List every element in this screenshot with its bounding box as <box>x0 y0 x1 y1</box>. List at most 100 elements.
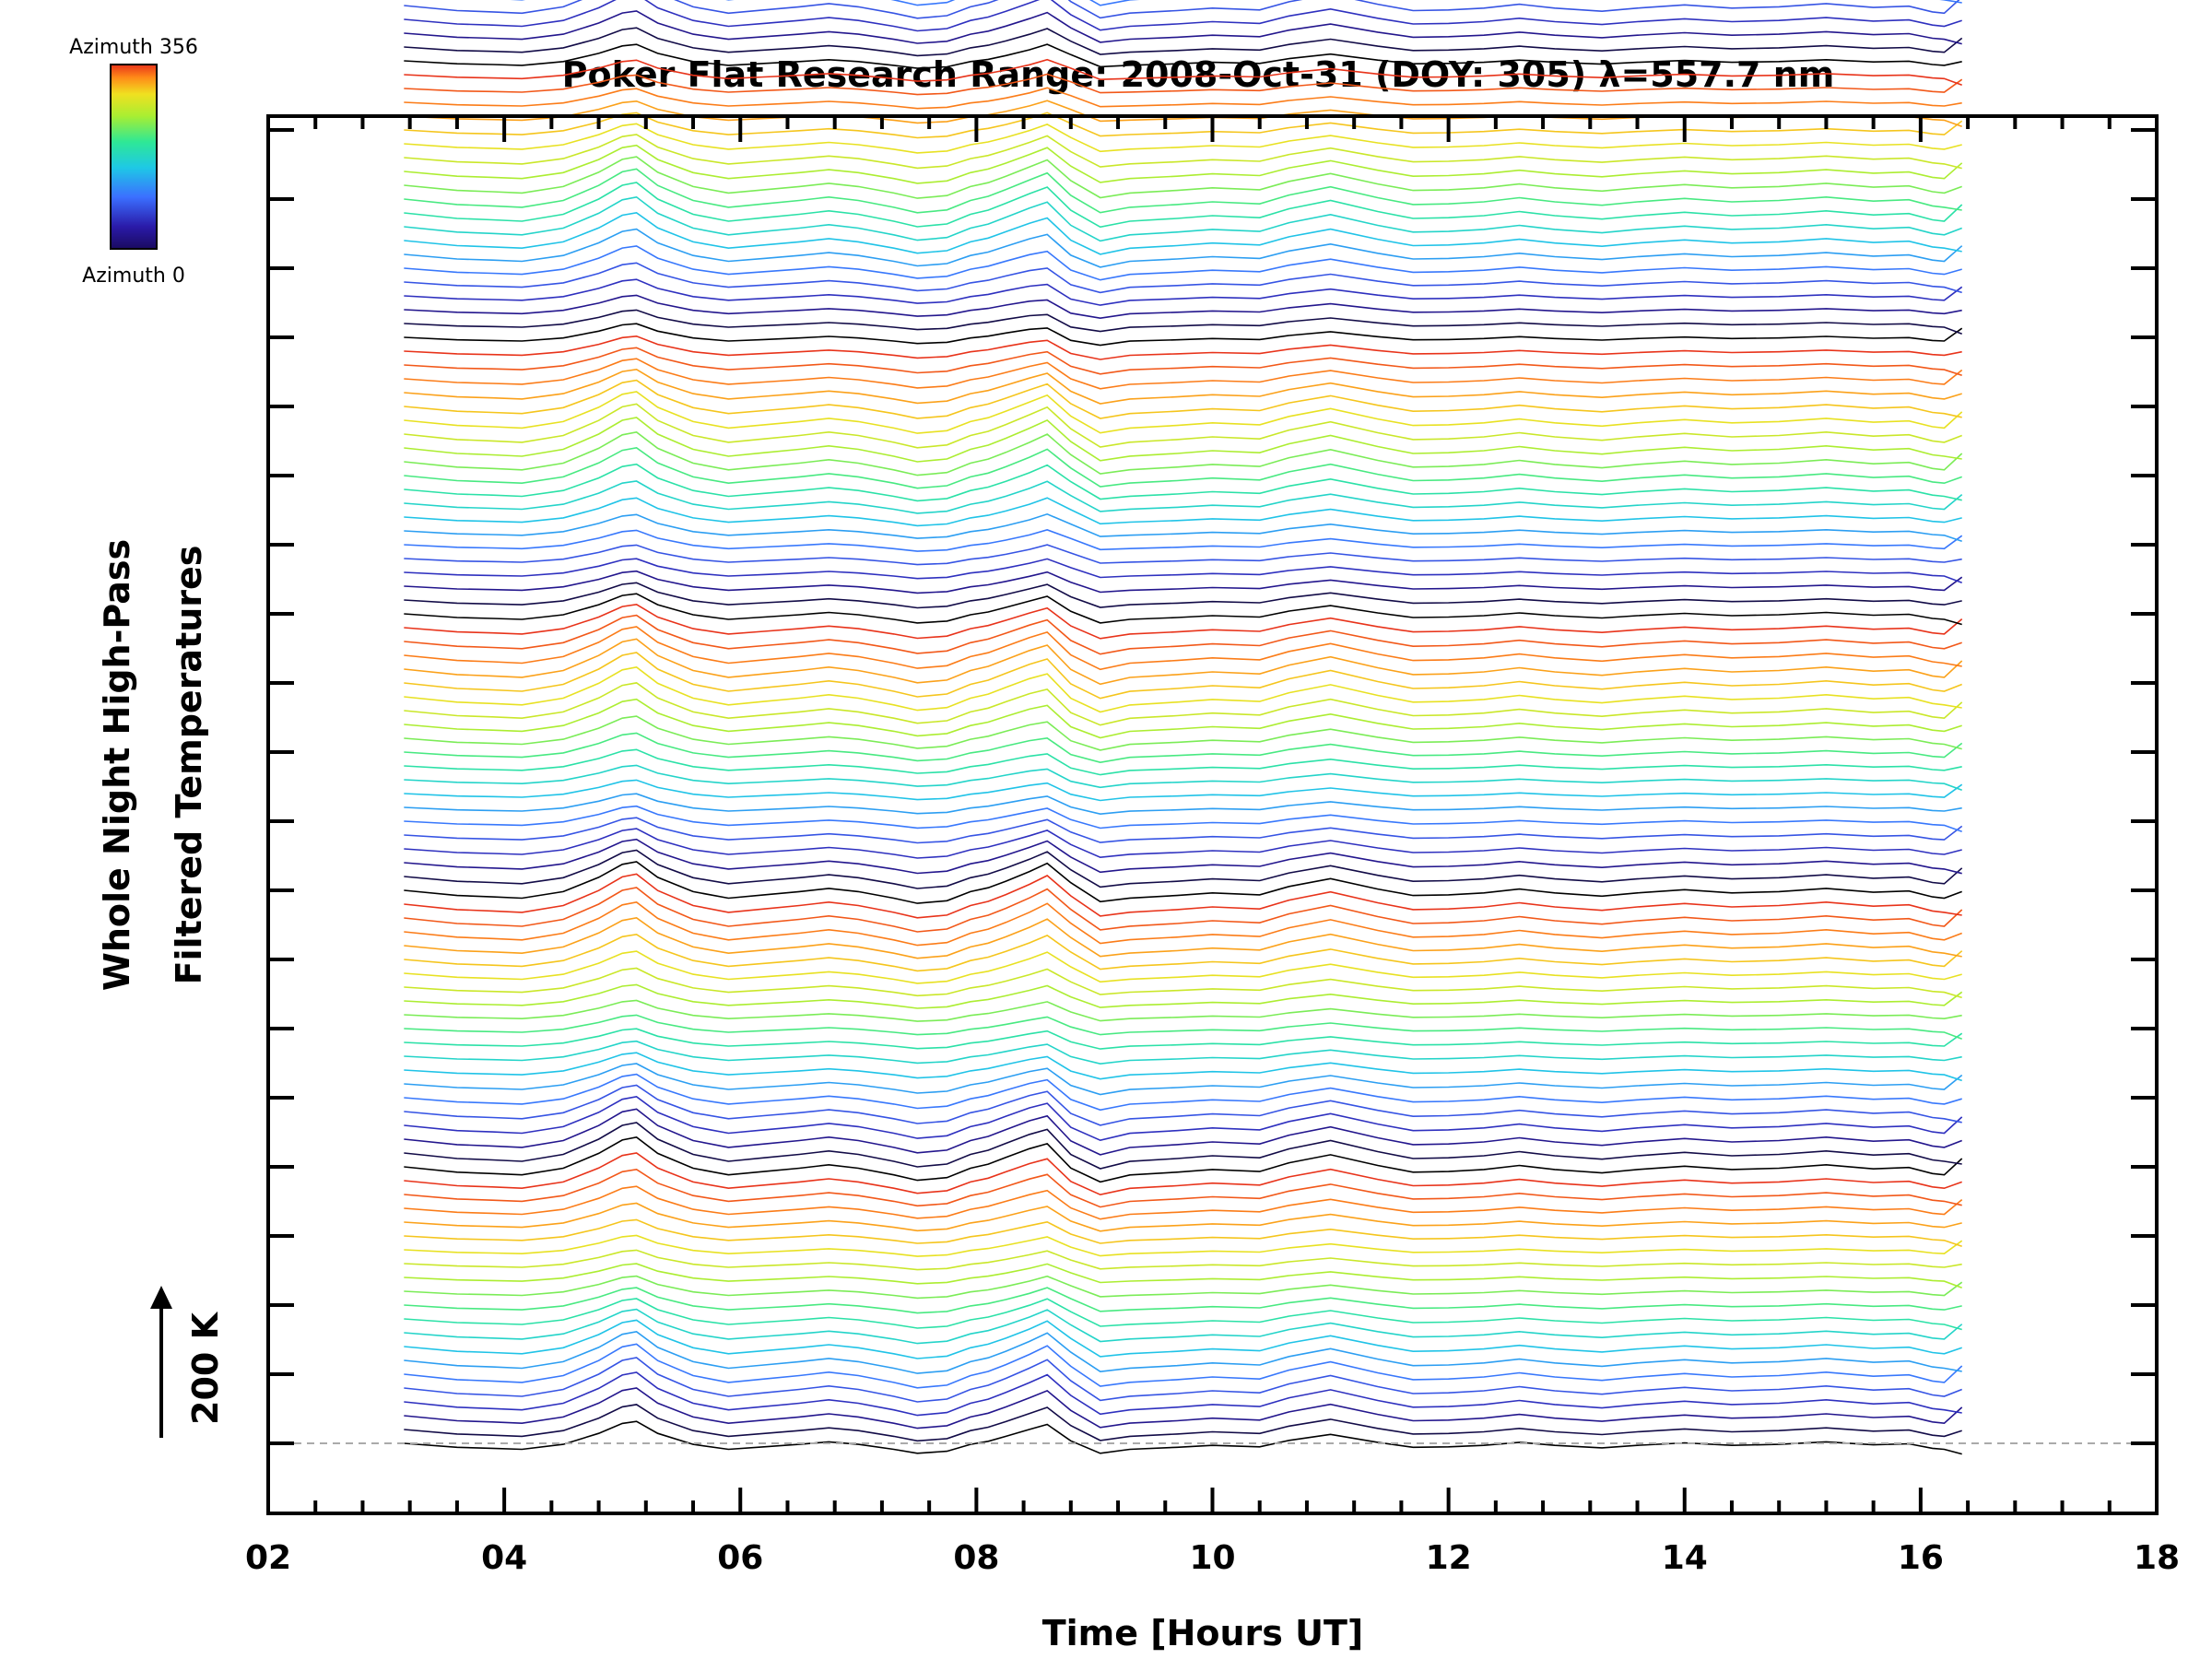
series-line <box>404 144 1963 184</box>
series-line <box>404 1063 1963 1096</box>
series-line <box>404 983 1963 1009</box>
x-axis-label: Time [Hours UT] <box>1042 1613 1364 1653</box>
series-line <box>404 1040 1962 1065</box>
series-line <box>404 1234 1963 1257</box>
series-line <box>404 764 1962 791</box>
series-line <box>404 1371 1962 1417</box>
series-line <box>404 1404 1962 1442</box>
x-tick-label: 02 <box>245 1539 291 1577</box>
series-line <box>404 1319 1962 1359</box>
series-line <box>404 861 1962 904</box>
series-line <box>404 446 1962 489</box>
series-line <box>404 1073 1962 1112</box>
series-line <box>404 1357 1962 1403</box>
series-line <box>404 887 1963 933</box>
series-lines <box>404 0 1963 1455</box>
series-line <box>404 1420 1962 1455</box>
y-axis-label-line2: Filtered Temperatures <box>169 546 209 985</box>
series-line <box>404 512 1962 543</box>
series-line <box>404 1028 1963 1050</box>
series-line <box>404 87 1962 110</box>
series-line <box>404 1275 1963 1300</box>
series-line <box>404 195 1962 242</box>
series-line <box>404 698 1962 739</box>
series-line <box>404 182 1963 229</box>
series-line <box>404 1168 1962 1208</box>
series-line <box>404 682 1963 726</box>
x-tick-label: 18 <box>2134 1539 2180 1577</box>
colorbar-top-label: Azimuth 356 <box>69 36 198 59</box>
series-line <box>404 480 1963 514</box>
series-line <box>404 1218 1962 1248</box>
series-line <box>404 1084 1962 1126</box>
scale-bar-label: 200 K <box>185 1311 226 1425</box>
series-line <box>404 228 1963 268</box>
series-line <box>404 347 1962 377</box>
colorbar-bottom-label: Azimuth 0 <box>82 265 185 288</box>
series-line <box>404 849 1963 889</box>
x-tick-label: 14 <box>1662 1539 1708 1577</box>
series-line <box>404 793 1962 816</box>
series-line <box>404 431 1963 477</box>
series-line <box>404 638 1963 686</box>
series-line <box>404 417 1962 463</box>
series-line <box>404 828 1962 859</box>
series-line <box>404 368 1962 405</box>
series-line <box>404 544 1962 566</box>
series-line <box>404 950 1962 984</box>
series-line <box>404 1202 1962 1232</box>
series-line <box>404 245 1962 281</box>
series-line <box>404 43 1962 69</box>
series-line <box>404 335 1962 360</box>
series-line <box>404 497 1962 527</box>
series-line <box>404 817 1963 844</box>
x-tick-label: 10 <box>1189 1539 1235 1577</box>
series-line <box>404 391 1963 434</box>
series-line <box>404 1108 1962 1156</box>
series-line <box>404 732 1963 764</box>
series-line <box>404 1185 1963 1220</box>
series-line <box>404 917 1962 959</box>
series-line <box>404 570 1963 594</box>
series-line <box>404 309 1962 335</box>
series-line <box>404 73 1963 96</box>
series-line <box>404 294 1962 320</box>
series-line <box>404 1152 1962 1196</box>
series-line <box>404 901 1962 947</box>
series-line <box>404 1287 1962 1314</box>
series-line <box>404 626 1962 671</box>
series-line <box>404 666 1962 713</box>
series-line <box>404 614 1962 655</box>
scale-bar: 200 K <box>150 1286 226 1438</box>
x-tick-label: 12 <box>1426 1539 1472 1577</box>
colorbar <box>110 64 158 250</box>
series-line <box>404 1343 1963 1389</box>
series-line <box>404 603 1963 640</box>
series-line <box>404 1096 1963 1142</box>
series-line <box>404 558 1962 583</box>
series-line <box>404 1249 1962 1271</box>
x-tick-label: 16 <box>1898 1539 1944 1577</box>
series-line <box>404 168 1962 214</box>
series-line <box>404 358 1963 390</box>
series-line <box>404 933 1963 972</box>
series-line <box>404 211 1962 255</box>
series-line <box>404 323 1963 347</box>
series-line <box>404 27 1963 57</box>
series-line <box>404 999 1962 1022</box>
x-tick-label: 08 <box>953 1539 999 1577</box>
series-line <box>404 0 1960 19</box>
series-line <box>404 10 1962 45</box>
chart-title: Poker Flat Research Range: 2008-Oct-31 (… <box>562 54 1835 95</box>
series-line <box>404 1052 1962 1082</box>
series-line <box>404 1014 1962 1040</box>
series-line <box>404 967 1962 999</box>
x-tick-label: 04 <box>481 1539 527 1577</box>
axis-ticks <box>266 116 2159 1513</box>
series-line <box>404 779 1963 802</box>
series-line <box>404 1263 1962 1288</box>
series-line <box>404 838 1962 875</box>
series-line <box>404 873 1962 919</box>
series-line <box>404 58 1962 86</box>
